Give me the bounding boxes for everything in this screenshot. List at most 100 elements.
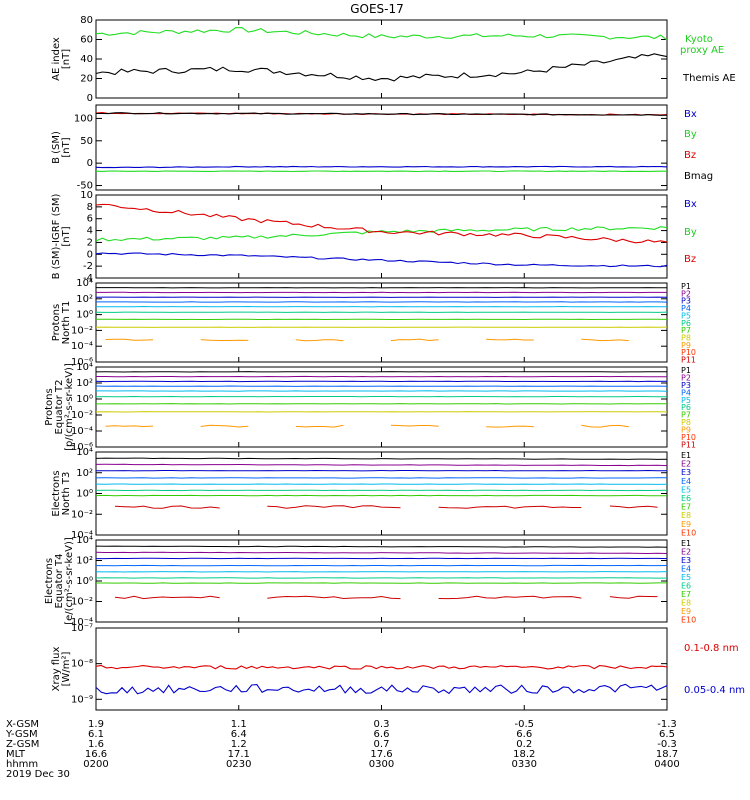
legend-label: Bz: [684, 254, 696, 265]
channel-label: P6: [681, 403, 691, 412]
series-line: [95, 226, 668, 242]
footer-value: 6.5: [659, 729, 675, 740]
footer-value: 0300: [369, 759, 394, 770]
channel-label: E8: [681, 511, 691, 520]
footer-value: 0200: [83, 759, 108, 770]
y-tick-label: 10⁴: [76, 362, 93, 373]
footer-value: 0230: [226, 759, 251, 770]
y-tick-label: 10⁻²: [71, 410, 93, 421]
series-line: [95, 463, 668, 467]
series-line: [295, 339, 344, 342]
channel-label: E2: [681, 460, 691, 469]
legend-label: Themis AE: [682, 73, 736, 84]
y-tick-label: 10²: [76, 294, 93, 305]
y-tick-label: 10⁻⁴: [71, 617, 93, 628]
footer-row-label: hhmm: [6, 759, 38, 770]
y-axis-label: Electrons: [51, 470, 62, 516]
series-line: [95, 664, 668, 670]
legend-label: Bz: [684, 150, 696, 161]
channel-label: P8: [681, 333, 691, 342]
channel-label: P3: [681, 297, 691, 306]
series-line: [96, 112, 668, 116]
channel-label: P1: [681, 366, 691, 375]
series-line: [95, 457, 668, 460]
footer-value: 1.6: [88, 739, 104, 750]
channel-label: P11: [681, 440, 696, 449]
y-axis-label: Equator T4: [54, 554, 65, 609]
legend-label: Kyoto: [685, 34, 713, 45]
y-axis-label: [e/(cm²-s-sr-keV)]: [64, 537, 75, 625]
panel-e1: 10⁴ 10² 10⁰ 10⁻² 10⁻⁴ Electrons North T3 E1E2E3…: [51, 447, 696, 541]
footer-value: 17.6: [370, 749, 392, 760]
y-axis-label: B (SM)-IGRF (SM): [51, 194, 62, 280]
y-tick-label: 10⁻²: [71, 597, 93, 608]
y-axis-label: [nT]: [61, 137, 72, 157]
panel-frame: [95, 19, 668, 99]
series-line: [95, 252, 668, 268]
y-axis-label: [p/(cm²-s-sr-keV)]: [64, 363, 75, 451]
footer-value: 16.6: [85, 749, 107, 760]
footer-date: 2019 Dec 30: [6, 769, 70, 780]
y-tick-label: 4: [87, 226, 93, 237]
series-line: [95, 551, 668, 555]
channel-label: P10: [681, 348, 696, 357]
series-line: [105, 338, 154, 341]
y-tick-label: 10⁻⁷: [71, 623, 93, 634]
footer-value: 0400: [654, 759, 679, 770]
y-axis-label: Protons: [51, 304, 62, 341]
y-tick-label: 10⁻⁸: [71, 659, 93, 670]
y-axis-label: [W/m²]: [61, 651, 72, 686]
y-axis-label: North T3: [61, 472, 72, 516]
y-tick-label: 40: [80, 54, 93, 65]
footer-value: 18.7: [656, 749, 678, 760]
channel-label: P8: [681, 418, 691, 427]
channel-label: E7: [681, 503, 691, 512]
y-axis-label: [nT]: [61, 49, 72, 69]
channel-label: P7: [681, 411, 691, 420]
channel-label: P5: [681, 311, 691, 320]
panel-bsm: 100 50 0 -50 B (SM) [nT] Bx By Bz Bmag: [51, 104, 713, 192]
y-tick-label: 0: [87, 158, 93, 169]
y-tick-label: 0: [87, 93, 93, 104]
channel-label: P6: [681, 319, 691, 328]
series-line: [114, 595, 220, 600]
channel-label: P9: [681, 341, 691, 350]
panel-frame: [95, 366, 668, 448]
figure-title: GOES-17: [350, 2, 404, 16]
channel-label: P11: [681, 356, 696, 365]
series-line: [486, 425, 534, 428]
y-axis-label: Electrons: [44, 558, 55, 604]
channel-label: E6: [681, 581, 691, 590]
series-line: [267, 505, 401, 509]
legend-label: Bx: [684, 199, 697, 210]
channel-label: E5: [681, 485, 691, 494]
y-tick-label: 20: [80, 74, 93, 85]
channel-label: E1: [681, 539, 691, 548]
series-line: [581, 424, 629, 428]
channel-label: E3: [681, 468, 691, 477]
legend-label: By: [684, 129, 697, 140]
series-line: [95, 683, 668, 695]
footer-value: 1.1: [231, 719, 247, 730]
y-tick-label: 100: [74, 113, 93, 124]
legend-label: 0.05-0.4 nm: [684, 685, 745, 696]
y-tick-label: 10⁻²: [71, 509, 93, 520]
channel-label: P2: [681, 373, 691, 382]
channel-label: E9: [681, 607, 691, 616]
y-tick-label: 10⁴: [76, 535, 93, 546]
y-tick-label: 10⁰: [76, 394, 93, 405]
footer-row-label: MLT: [6, 749, 26, 760]
footer-value: -0.5: [514, 719, 534, 730]
series-line: [390, 338, 439, 342]
legend-label: 0.1-0.8 nm: [684, 643, 739, 654]
panel-e2: 10⁴ 10² 10⁰ 10⁻² 10⁻⁴ Electrons Equator T4 [e/(…: [44, 535, 696, 628]
channel-label: P5: [681, 396, 691, 405]
y-tick-label: 8: [87, 202, 93, 213]
y-tick-label: 10²: [76, 468, 93, 479]
y-tick-label: 80: [80, 15, 93, 26]
y-tick-label: 10²: [76, 556, 93, 567]
footer-value: 6.4: [231, 729, 247, 740]
